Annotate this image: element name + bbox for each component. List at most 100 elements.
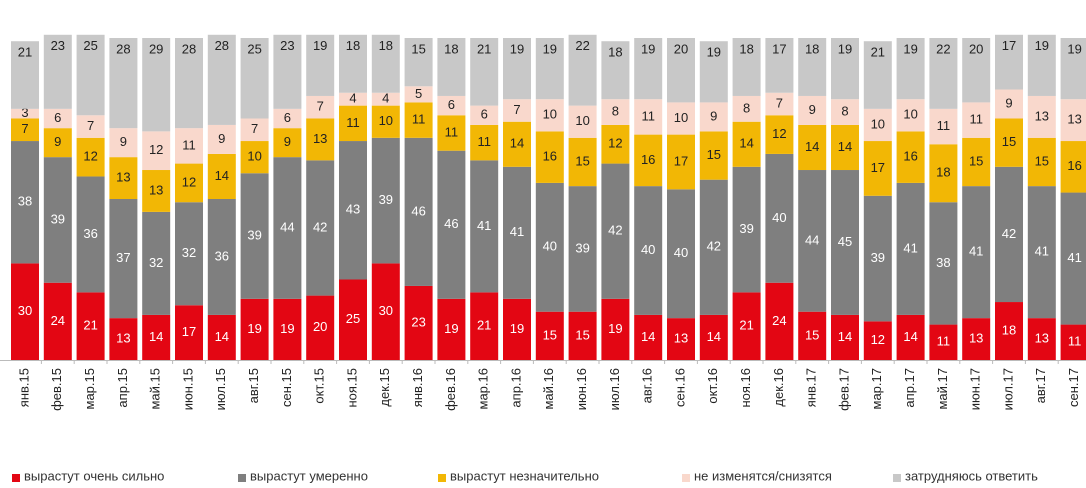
bar-segment xyxy=(371,263,400,360)
bar-segment xyxy=(437,298,466,360)
data-label: 41 xyxy=(903,240,917,255)
bar-segment xyxy=(995,34,1023,90)
bar-segment xyxy=(404,137,433,286)
data-label: 18 xyxy=(346,38,360,53)
legend-swatch xyxy=(12,474,20,482)
data-label: 39 xyxy=(575,240,589,255)
data-label: 18 xyxy=(805,41,819,56)
data-label: 7 xyxy=(513,102,520,117)
bar-segment xyxy=(535,182,564,312)
bar-segment xyxy=(634,134,663,187)
data-label: 9 xyxy=(710,108,717,123)
data-label: 20 xyxy=(674,41,688,56)
bar-segment xyxy=(240,173,269,299)
data-label: 19 xyxy=(838,41,852,56)
data-label: 21 xyxy=(477,318,491,333)
data-label: 21 xyxy=(83,318,97,333)
data-label: 10 xyxy=(543,107,557,122)
x-tick-label: дек.16 xyxy=(771,368,786,407)
legend-swatch xyxy=(438,474,446,482)
data-label: 40 xyxy=(674,245,688,260)
bar-segment xyxy=(175,305,203,360)
bar-segment xyxy=(43,282,72,360)
data-label: 11 xyxy=(1068,334,1082,349)
data-label: 14 xyxy=(149,329,163,344)
bar-segment xyxy=(634,99,663,135)
data-label: 18 xyxy=(739,41,753,56)
data-label: 17 xyxy=(871,160,885,175)
data-label: 19 xyxy=(444,321,458,336)
x-tick-label: сен.17 xyxy=(1066,368,1081,407)
data-label: 7 xyxy=(317,99,324,114)
data-label: 6 xyxy=(54,110,61,125)
bar-segment xyxy=(207,153,236,199)
bar-segment xyxy=(699,102,728,132)
bar-segment xyxy=(339,141,367,280)
data-label: 23 xyxy=(411,314,425,329)
data-label: 15 xyxy=(543,327,557,342)
x-tick-label: май.15 xyxy=(148,368,163,410)
legend-label: вырастут незначительно xyxy=(450,468,599,483)
x-tick-label: апр.17 xyxy=(902,368,917,408)
x-tick-label: фев.17 xyxy=(836,368,851,411)
bar-segment xyxy=(634,186,663,315)
data-label: 28 xyxy=(215,38,229,53)
data-label: 18 xyxy=(444,41,458,56)
data-label: 41 xyxy=(510,224,524,239)
data-label: 29 xyxy=(149,41,163,56)
legend-label: затрудняюсь ответить xyxy=(905,468,1038,483)
data-label: 14 xyxy=(903,329,917,344)
bar-segment xyxy=(1060,192,1086,325)
x-tick-label: мар.17 xyxy=(869,368,884,409)
bar-segment xyxy=(535,311,564,360)
bar-segment xyxy=(1027,318,1056,360)
bar-segment xyxy=(109,318,138,360)
bar-segment xyxy=(831,124,859,171)
data-label: 14 xyxy=(641,329,655,344)
bar-segment xyxy=(437,95,466,116)
bar-segment xyxy=(863,141,892,196)
data-label: 19 xyxy=(707,45,721,60)
data-label: 11 xyxy=(346,115,360,130)
data-label: 12 xyxy=(149,142,163,157)
x-tick-label: мар.15 xyxy=(82,368,97,409)
data-label: 21 xyxy=(739,318,753,333)
bar-segment xyxy=(404,285,433,360)
bar-segment xyxy=(306,160,335,296)
bar-segment xyxy=(240,141,269,174)
bar-segment xyxy=(601,99,630,125)
x-tick-label: дек.15 xyxy=(377,368,392,407)
bar-segment xyxy=(667,38,695,103)
legend-label: вырастут умеренно xyxy=(250,468,368,483)
bar-segment xyxy=(765,153,794,283)
data-label: 7 xyxy=(776,95,783,110)
x-tick-label: фев.16 xyxy=(443,368,458,411)
x-tick-label: май.17 xyxy=(935,368,950,410)
bar-segment xyxy=(995,118,1023,167)
bar-segment xyxy=(437,115,466,151)
x-tick-label: ноя.15 xyxy=(344,368,359,408)
data-label: 21 xyxy=(871,45,885,60)
data-label: 6 xyxy=(284,110,291,125)
data-label: 46 xyxy=(444,216,458,231)
bar-segment xyxy=(634,314,663,360)
bar-segment xyxy=(371,137,400,264)
bar-segment xyxy=(207,124,236,154)
data-label: 25 xyxy=(83,38,97,53)
bar-segment xyxy=(1027,137,1056,187)
bar-segment xyxy=(109,157,138,199)
data-label: 12 xyxy=(182,174,196,189)
bar-segment xyxy=(732,166,761,293)
data-label: 21 xyxy=(18,45,32,60)
bar-segment xyxy=(732,121,761,167)
bar-segment xyxy=(601,298,630,360)
bar-segment xyxy=(798,124,827,171)
data-label: 17 xyxy=(1002,38,1016,53)
data-label: 10 xyxy=(871,116,885,131)
bar-segment xyxy=(142,314,171,360)
bar-segment xyxy=(470,105,499,125)
bar-segment xyxy=(995,302,1023,360)
bar-segment xyxy=(995,166,1023,303)
bar-segment xyxy=(929,202,958,325)
